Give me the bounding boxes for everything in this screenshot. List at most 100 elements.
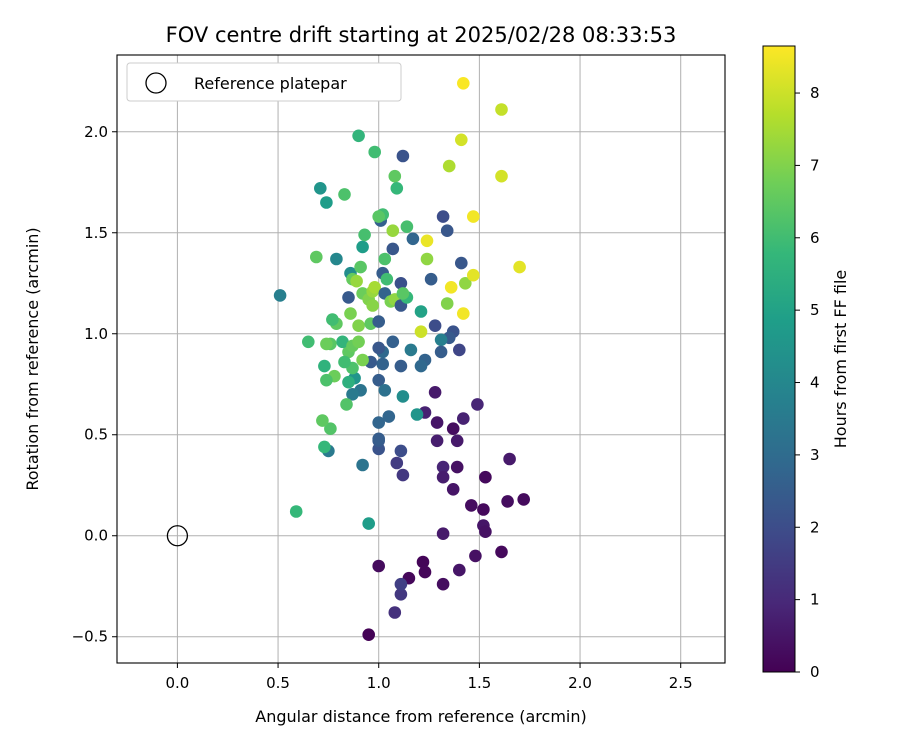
scatter-point: [436, 460, 450, 474]
scatter-point: [342, 375, 355, 389]
x-tick-label: 2.0: [568, 674, 592, 692]
scatter-point: [436, 527, 450, 540]
scatter-point: [442, 159, 456, 173]
scatter-point: [396, 390, 410, 403]
x-axis-label: Angular distance from reference (arcmin): [255, 707, 586, 726]
scatter-point: [372, 315, 386, 328]
colorbar-tick-label: 8: [810, 84, 820, 102]
scatter-point: [352, 335, 365, 349]
scatter-point: [501, 495, 514, 508]
colorbar-tick-label: 4: [810, 374, 820, 392]
scatter-point: [368, 145, 382, 159]
scatter-point: [406, 232, 420, 246]
x-axis-ticks: 0.0 0.5 1.0 1.5 2.0 2.5: [165, 663, 693, 692]
scatter-point: [289, 505, 303, 518]
scatter-point: [356, 458, 369, 472]
scatter-point: [453, 563, 466, 577]
scatter-point: [380, 272, 394, 286]
scatter-point: [324, 422, 337, 436]
scatter-point: [320, 337, 333, 351]
scatter-point: [394, 277, 408, 290]
scatter-point: [428, 386, 442, 399]
y-axis-ticks: −0.5 0.0 0.5 1.0 1.5 2.0: [72, 123, 117, 646]
scatter-point: [453, 343, 466, 357]
scatter-point: [388, 169, 402, 183]
scatter-point: [414, 359, 428, 373]
colorbar-tick-label: 3: [810, 446, 820, 464]
legend-entry-label: Reference platepar: [194, 74, 347, 93]
scatter-point: [386, 335, 400, 349]
scatter-point: [450, 460, 464, 474]
scatter-point: [302, 335, 315, 349]
scatter-point: [394, 588, 408, 601]
x-tick-label: 0.5: [266, 674, 290, 692]
scatter-point: [362, 628, 376, 641]
scatter-point: [430, 434, 444, 448]
y-tick-label: 0.5: [84, 426, 108, 444]
scatter-point: [455, 133, 468, 147]
scatter-point: [434, 345, 448, 359]
scatter-point: [372, 416, 386, 429]
scatter-point: [404, 343, 418, 357]
colorbar-tick-label: 6: [810, 229, 820, 247]
scatter-point: [469, 549, 482, 563]
scatter-point: [440, 297, 454, 310]
scatter-point: [457, 412, 470, 425]
scatter-point: [356, 353, 369, 367]
colorbar-ticks: 0 1 2 3 4 5 6 7 8: [795, 84, 820, 681]
scatter-point: [436, 577, 450, 591]
scatter-point: [314, 182, 327, 195]
x-tick-label: 2.5: [669, 674, 693, 692]
scatter-point: [316, 414, 329, 427]
scatter-point: [388, 606, 402, 619]
scatter-point: [338, 355, 351, 369]
scatter-point: [350, 274, 363, 288]
colorbar-tick-label: 1: [810, 591, 820, 609]
scatter-point: [455, 256, 468, 270]
scatter-point: [330, 252, 343, 266]
scatter-point: [420, 234, 434, 248]
scatter-point: [467, 210, 480, 223]
scatter-point: [344, 307, 357, 320]
scatter-point: [414, 305, 428, 318]
scatter-point: [372, 432, 386, 446]
y-tick-label: 2.0: [84, 123, 108, 141]
scatter-point: [356, 240, 369, 254]
scatter-point: [396, 468, 410, 482]
scatter-point: [382, 410, 396, 423]
scatter-point: [434, 333, 448, 347]
scatter-point: [336, 335, 349, 349]
scatter-point: [394, 444, 408, 458]
scatter-point: [446, 422, 460, 436]
legend: Reference platepar: [126, 62, 402, 102]
scatter-point: [340, 398, 353, 411]
scatter-point: [310, 250, 323, 264]
scatter-point: [378, 384, 392, 397]
colorbar-tick-label: 0: [810, 663, 820, 681]
legend-marker-icon: [145, 72, 167, 94]
legend-box: [126, 62, 402, 102]
scatter-point: [495, 545, 508, 559]
scatter-point: [372, 373, 386, 387]
x-tick-label: 1.0: [367, 674, 391, 692]
scatter-point: [354, 260, 367, 274]
scatter-point: [513, 260, 526, 274]
scatter-point: [358, 228, 371, 242]
scatter-point: [479, 470, 492, 484]
y-tick-label: 1.5: [84, 224, 108, 242]
scatter-point: [400, 220, 414, 233]
scatter-point: [517, 493, 530, 506]
scatter-point: [318, 440, 331, 454]
scatter-point: [386, 242, 400, 256]
colorbar: [762, 45, 796, 673]
scatter-point: [376, 357, 390, 371]
scatter-point: [465, 499, 478, 512]
colorbar-label: Hours from first FF file: [831, 270, 850, 449]
y-tick-label: 1.0: [84, 325, 108, 343]
y-tick-label: −0.5: [72, 628, 108, 646]
scatter-point: [352, 129, 365, 143]
scatter-point: [342, 291, 355, 304]
scatter-point: [396, 149, 410, 163]
scatter-point: [446, 483, 460, 496]
scatter-point: [366, 299, 380, 312]
